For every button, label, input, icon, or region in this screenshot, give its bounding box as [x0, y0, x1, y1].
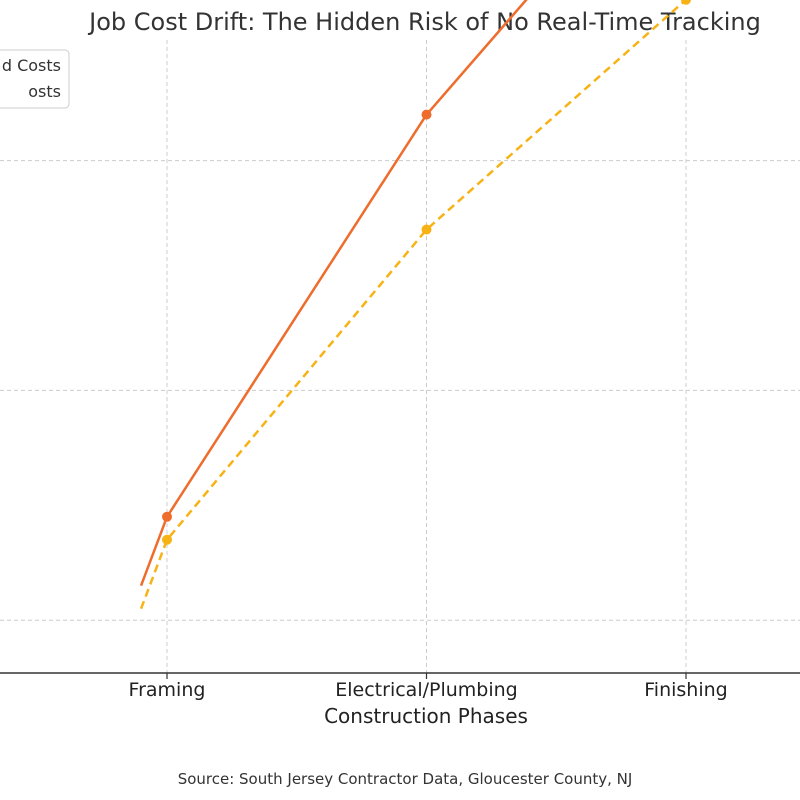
series-line-1	[139, 0, 528, 587]
series-2-point	[681, 0, 691, 5]
series-1-point	[421, 109, 432, 120]
series-2-point	[421, 224, 432, 235]
series-group	[139, 0, 691, 610]
legend-box	[0, 49, 70, 109]
x-axis-label: Construction Phases	[324, 704, 528, 728]
grid-lines	[0, 40, 800, 673]
x-axis-ticks: Framing Electrical/Plumbing Finishing	[129, 673, 728, 701]
series-2-point	[162, 534, 172, 545]
chart-title: Job Cost Drift: The Hidden Risk of No Re…	[87, 8, 761, 36]
x-tick-label: Finishing	[644, 679, 727, 701]
source-note: Source: South Jersey Contractor Data, Gl…	[178, 770, 633, 788]
x-tick-label: Electrical/Plumbing	[335, 679, 517, 701]
legend-entry-1: d Costs	[2, 56, 61, 75]
legend: d Costs osts	[0, 49, 70, 109]
series-1-point	[162, 511, 172, 522]
x-tick-label: Framing	[129, 679, 206, 701]
series-line-2	[139, 0, 688, 610]
legend-entry-2: osts	[28, 82, 61, 101]
